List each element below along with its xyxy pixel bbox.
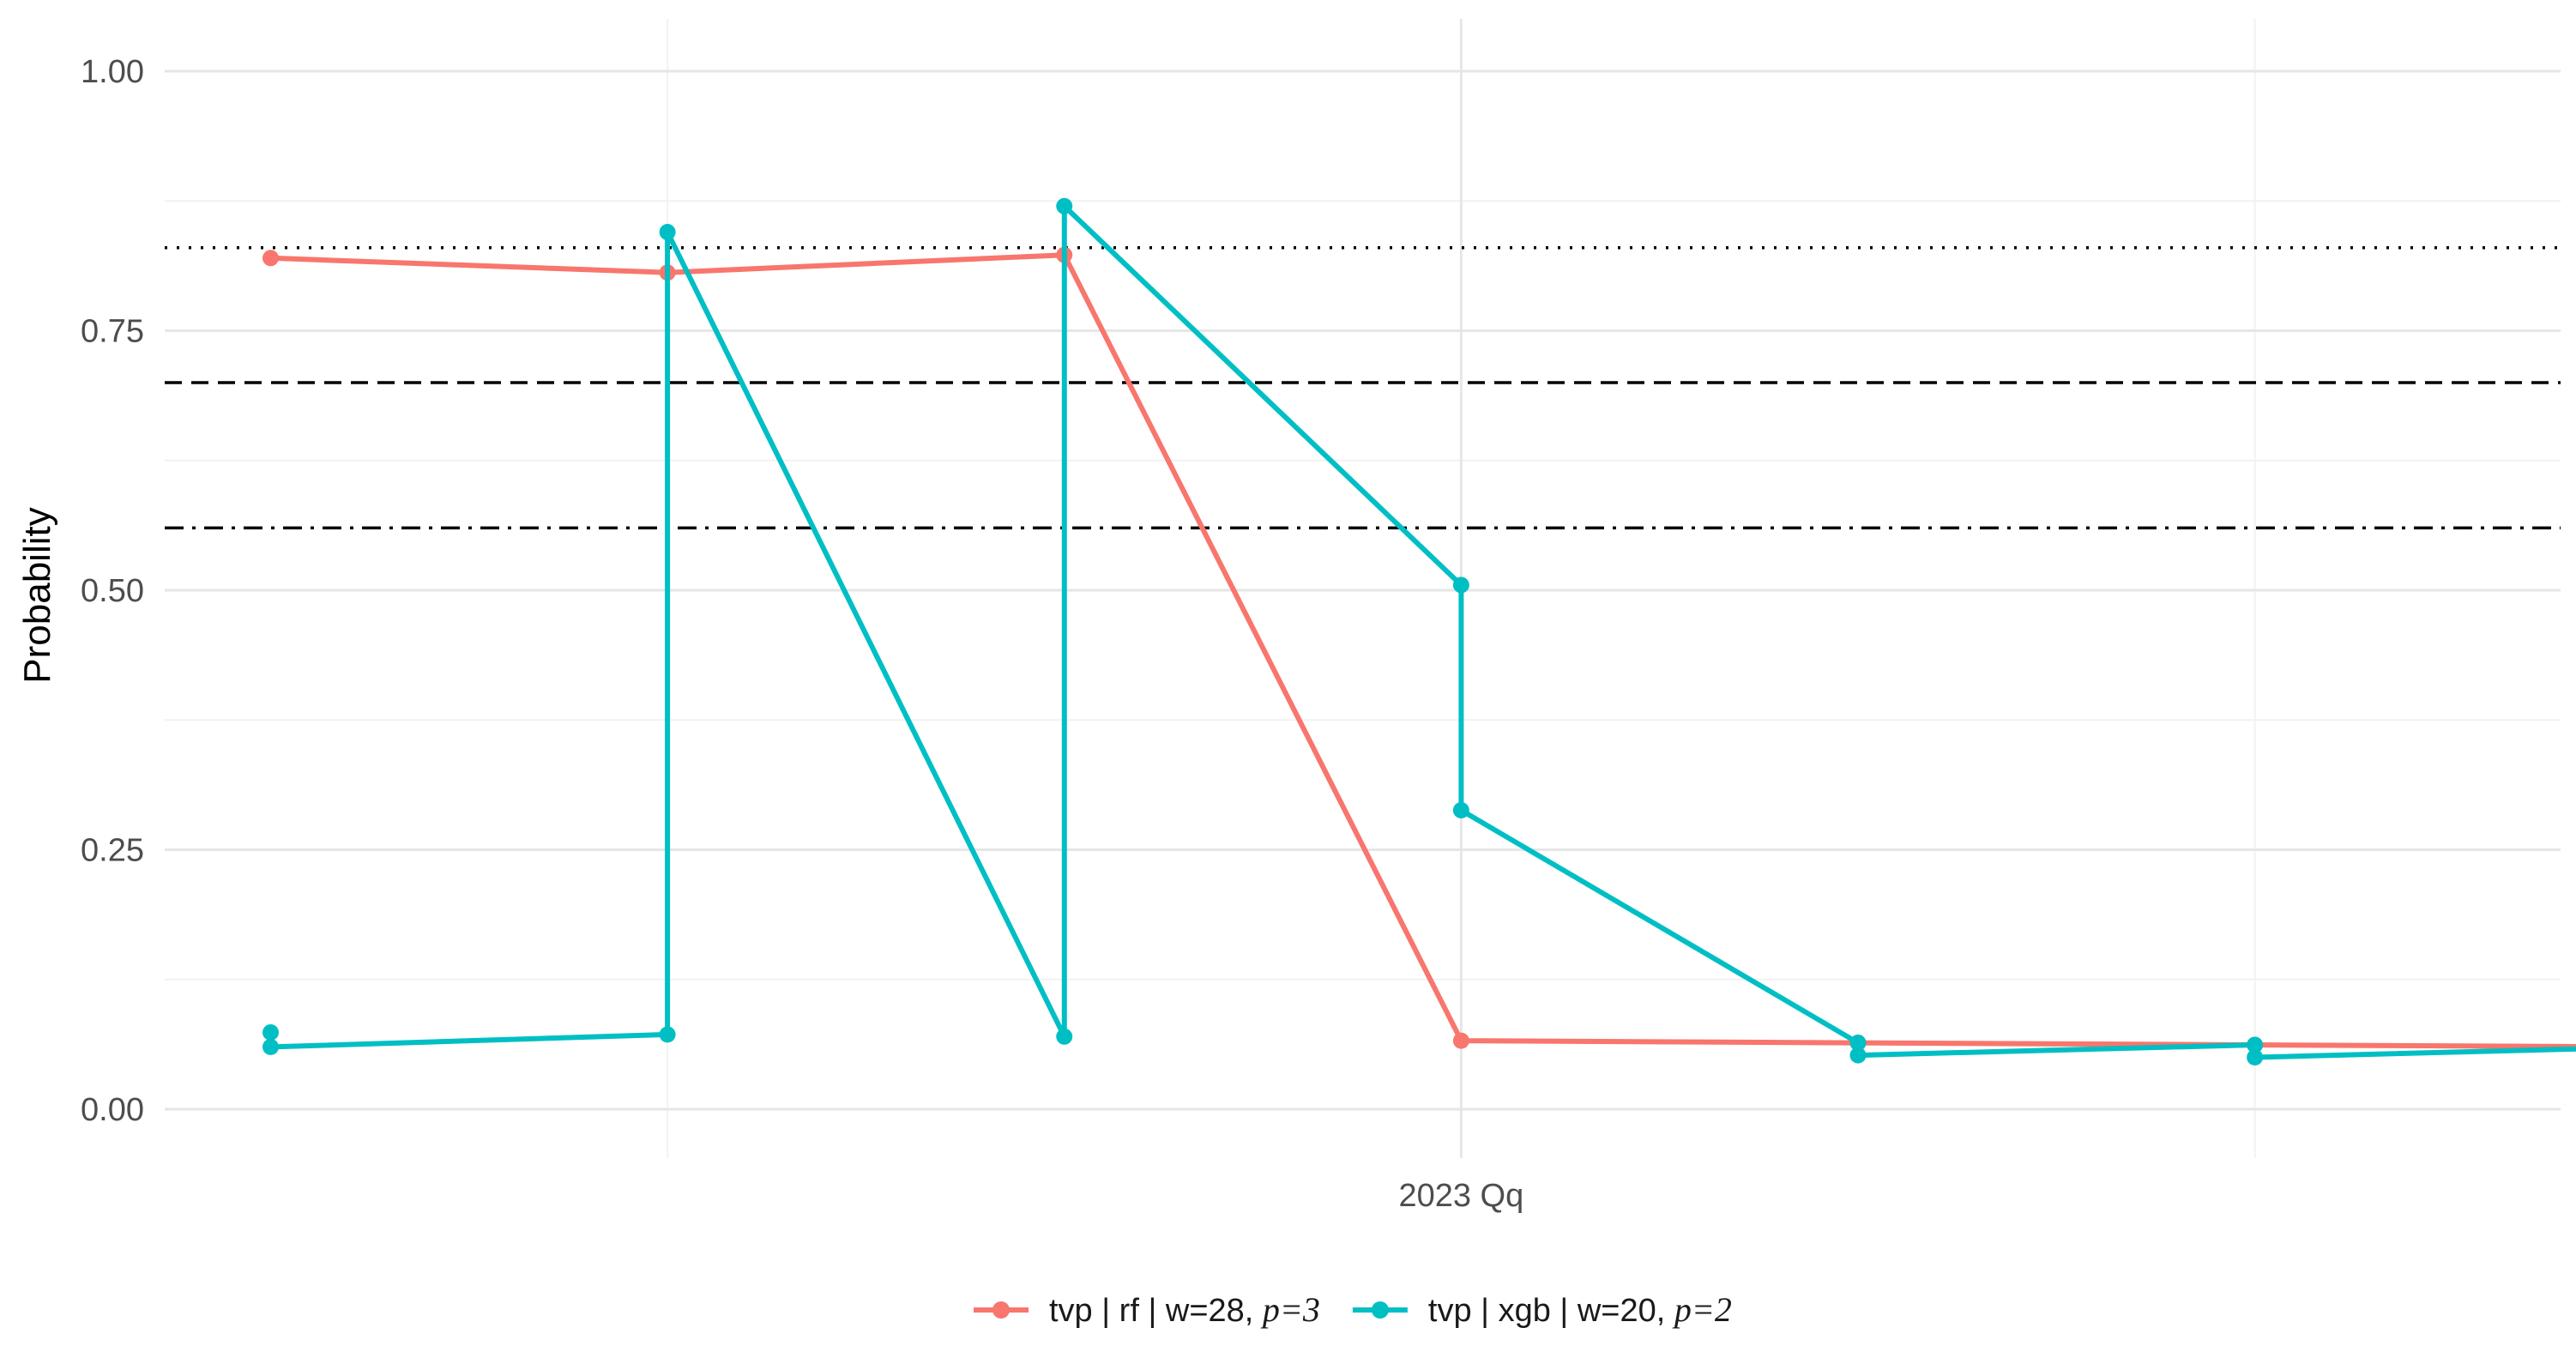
data-point [262,1039,279,1055]
y-tick-label: 0.00 [81,1092,144,1128]
data-point [1453,802,1469,818]
y-tick-label: 0.50 [81,573,144,609]
grid-layer [165,19,2576,1158]
legend-item-2: tvp | xgb | w=20, p=2 [1353,1290,1732,1329]
y-tick-label: 0.75 [81,314,144,350]
data-point [1453,1033,1469,1049]
series-1 [262,247,2576,1065]
reference-lines [165,248,2561,528]
legend-key-point [992,1301,1010,1319]
series-line [271,206,2576,1067]
legend: tvp | rf | w=28, p=3 tvp | xgb | w=20, p=… [974,1290,1732,1329]
data-point [262,250,279,266]
data-point [660,1026,676,1042]
legend-key-point [1372,1301,1389,1319]
legend-item-1: tvp | rf | w=28, p=3 [974,1290,1320,1329]
data-point [1850,1047,1867,1064]
series-line [271,255,2576,1057]
x-tick-label: 2023 Qq [1398,1178,1523,1214]
data-point [1056,1029,1072,1045]
y-tick-label: 0.25 [81,833,144,869]
y-axis-title: Probability [16,507,58,683]
data-point [1453,576,1469,593]
data-point [660,224,676,240]
data-point [1056,198,1072,214]
data-point [262,1024,279,1041]
legend-label: tvp | xgb | w=20, p=2 [1428,1290,1732,1329]
legend-label: tvp | rf | w=28, p=3 [1049,1290,1320,1329]
y-tick-label: 1.00 [81,54,144,90]
data-point [2247,1049,2263,1065]
